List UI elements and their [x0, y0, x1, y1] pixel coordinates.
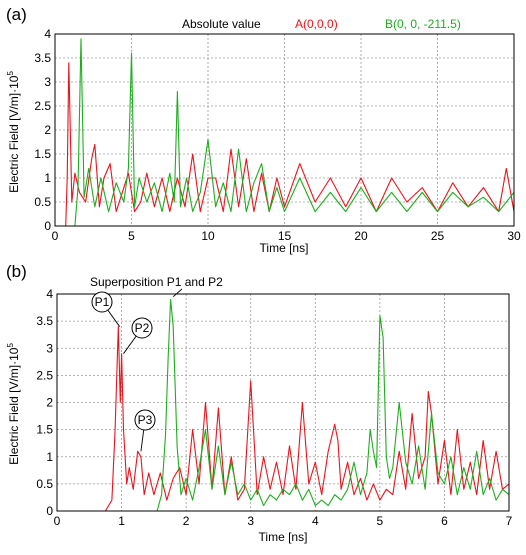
panel-b-plot-frame: [56, 293, 510, 512]
panel-a-xtick-label: 10: [201, 229, 215, 243]
panel-a-xlabel: Time [ns]: [260, 241, 309, 255]
panel-a-ytick-label: 3: [44, 75, 51, 89]
annotation-p1-circle: [91, 291, 113, 313]
panel-a-xtick-label: 20: [354, 229, 368, 243]
panel-a-ytick-label: 1: [44, 171, 51, 185]
panel-b-xtick-label: 1: [118, 514, 125, 528]
panel-b-series: [57, 298, 510, 512]
panel-b-annotations: Superposition P1 and P2 P1 P2 P3: [90, 275, 223, 452]
legend-a-series-a: A(0,0,0): [295, 17, 338, 31]
panel-a-series: [55, 38, 515, 227]
panel-b-ytick-label: 3.5: [36, 314, 53, 328]
panel-a-ylabel-text: Electric Field [V/m]·10: [7, 75, 21, 193]
panel-b-label: (b): [6, 262, 27, 281]
panel-a-series-line-a: [55, 62, 515, 227]
annotation-superposition-label: Superposition P1 and P2: [90, 275, 223, 289]
annotation-p2-circle: [131, 317, 153, 339]
panel-a-series-line-b: [55, 38, 515, 227]
panel-b-xtick-label: 0: [54, 514, 61, 528]
panel-a-ytick-label: 4: [44, 27, 51, 41]
panel-b-ytick-label: 3: [46, 341, 53, 355]
panel-a-xtick-label: 15: [278, 229, 292, 243]
panel-a-ytick-label: 2.5: [34, 99, 51, 113]
panel-b-xtick-label: 5: [377, 514, 384, 528]
panel-a-ylabel-exponent: 5: [6, 71, 15, 76]
panel-a-xtick-label: 25: [431, 229, 445, 243]
panel-a-xtick-label: 30: [507, 229, 521, 243]
panel-b-ytick-label: 1: [46, 450, 53, 464]
panel-a-title: Absolute value: [182, 17, 261, 31]
panel-b-ytick-label: 2: [46, 396, 53, 410]
annotation-p1-label: P1: [95, 295, 110, 309]
panel-a-ytick-label: 3.5: [34, 51, 51, 65]
panel-b-ytick-label: 2.5: [36, 368, 53, 382]
panel-b-xtick-label: 6: [441, 514, 448, 528]
panel-b-xlabel: Time [ns]: [259, 530, 308, 544]
panel-a-xtick-label: 5: [128, 229, 135, 243]
annotation-p2-label: P2: [135, 321, 150, 335]
panel-b-ytick-label: 1.5: [36, 423, 53, 437]
panel-b-ticks: 0 1 2 3 4 5 6 7 0 0.5 1 1.5 2 2.5 3 3.5 4: [36, 287, 512, 528]
panel-a-xtick-label: 0: [52, 229, 59, 243]
panel-b-ylabel-text: Electric Field [V/m]·10: [7, 347, 21, 465]
annotation-p3-label: P3: [138, 413, 153, 427]
panel-a-ytick-label: 0.5: [34, 195, 51, 209]
panel-b-xtick-label: 4: [312, 514, 319, 528]
panel-b-xtick-label: 3: [247, 514, 254, 528]
panel-b: (b) 0 1 2 3 4 5 6 7 0 0.5 1 1.5 2 2.5 3 3.5 4 Superposit…: [6, 262, 513, 544]
panel-a-ylabel: Electric Field [V/m]·105: [6, 71, 21, 193]
panel-b-series-line-b: [57, 298, 510, 512]
panel-a-label: (a): [6, 5, 27, 24]
panel-b-ytick-label: 4: [46, 287, 53, 301]
panel-a-ytick-label: 0: [44, 219, 51, 233]
panel-a-plot-frame: [54, 33, 515, 227]
panel-a-ytick-label: 1.5: [34, 147, 51, 161]
panel-a-ytick-label: 2: [44, 123, 51, 137]
legend-a-series-b: B(0, 0, -211.5): [385, 17, 461, 31]
panel-a-ticks: 0 5 10 15 20 25 30 0 0.5 1 1.5 2 2.5 3 3.5 4: [34, 27, 521, 243]
panel-a-grid: [55, 34, 514, 226]
panel-b-ylabel: Electric Field [V/m]·105: [6, 343, 21, 465]
panel-a: (a) Absolute value A(0,0,0) B(0, 0, -211…: [6, 5, 521, 255]
panel-b-xtick-label: 7: [506, 514, 513, 528]
annotation-p3-circle: [134, 409, 156, 431]
panel-b-ytick-label: 0: [46, 504, 53, 518]
panel-b-xtick-label: 2: [183, 514, 190, 528]
annotation-superposition-arrow: [172, 288, 183, 298]
panel-b-ylabel-exponent: 5: [6, 343, 15, 348]
panel-b-ytick-label: 0.5: [36, 477, 53, 491]
